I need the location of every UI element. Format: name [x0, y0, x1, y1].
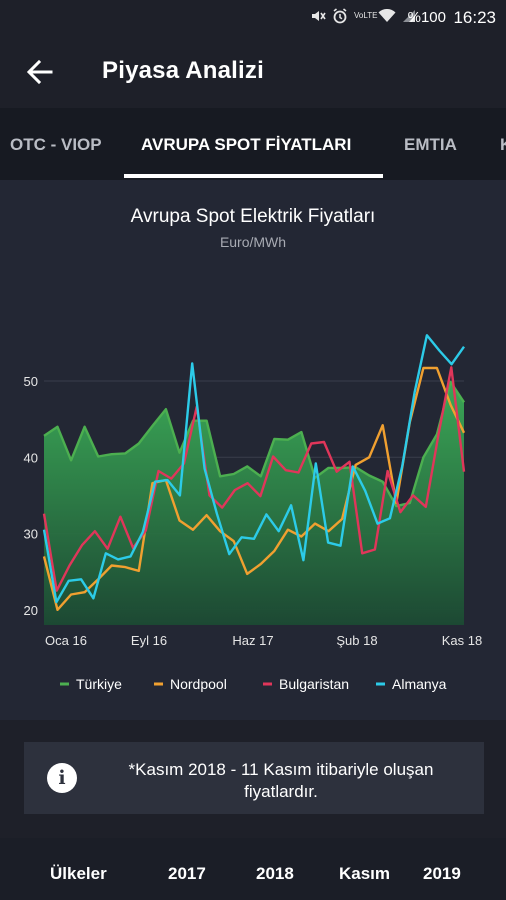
y-tick-label: 30 — [24, 527, 38, 542]
info-icon: i — [47, 763, 77, 793]
chart-title: Avrupa Spot Elektrik Fiyatları — [131, 206, 376, 227]
tab-emtia[interactable]: EMTIA — [404, 135, 457, 154]
series-area-0 — [44, 381, 464, 625]
x-tick-label: Kas 18 — [442, 633, 482, 648]
y-tick-label: 20 — [24, 603, 38, 618]
legend-label: Türkiye — [76, 676, 122, 692]
legend-label: Bulgaristan — [279, 676, 349, 692]
chart-panel: Avrupa Spot Elektrik Fiyatları Euro/MWh … — [0, 180, 506, 720]
app-bar: Piyasa Analizi — [0, 36, 506, 108]
series-line-2 — [42, 366, 466, 592]
tab-partial[interactable]: K — [500, 135, 506, 155]
tab-otc-viop[interactable]: OTC - VIOP — [10, 135, 102, 154]
active-tab-indicator — [124, 174, 383, 178]
tab-bar: OTC - VIOP AVRUPA SPOT FİYATLARI EMTIA K — [0, 108, 506, 180]
battery-percentage: %100 — [407, 9, 446, 26]
x-tick-label: Şub 18 — [336, 633, 377, 648]
alarm-icon — [333, 8, 347, 24]
x-tick-label: Haz 17 — [232, 633, 273, 648]
arrow-left-icon — [27, 60, 53, 84]
clock: 16:23 — [453, 8, 496, 27]
back-button[interactable] — [22, 54, 58, 90]
y-tick-label: 40 — [24, 450, 38, 465]
y-tick-label: 50 — [24, 374, 38, 389]
x-tick-label: Oca 16 — [45, 633, 87, 648]
column-header-2017: 2017 — [168, 864, 206, 883]
column-header-kasim: Kasım — [339, 864, 391, 883]
legend-label: Nordpool — [170, 676, 227, 692]
column-header-2019: 2019 — [423, 864, 461, 883]
spot-price-chart: Avrupa Spot Elektrik Fiyatları Euro/MWh … — [24, 206, 483, 692]
chart-subtitle: Euro/MWh — [220, 234, 286, 250]
x-tick-label: Eyl 16 — [131, 633, 167, 648]
column-header-2018: 2018 — [256, 864, 294, 883]
series-line-3 — [42, 334, 465, 604]
legend-label: Almanya — [392, 676, 447, 692]
wifi-icon — [378, 9, 396, 22]
table-header: Ülkeler 2017 2018 Kasım 2019 — [0, 838, 506, 900]
status-icons: VoLTE — [310, 8, 416, 24]
page-title: Piyasa Analizi — [102, 57, 264, 84]
volte-icon: VoLTE — [354, 11, 378, 20]
status-bar: VoLTE %100 16:23 — [0, 0, 506, 36]
info-note-text: *Kasım 2018 - 11 Kasım itibariyle oluşan… — [128, 760, 434, 801]
tab-avrupa-spot-fiyatlari[interactable]: AVRUPA SPOT FİYATLARI — [141, 135, 352, 154]
info-note-card: i *Kasım 2018 - 11 Kasım itibariyle oluş… — [24, 742, 484, 814]
column-header-countries: Ülkeler — [50, 864, 107, 883]
mute-icon — [312, 11, 326, 21]
signal-icon — [403, 10, 415, 22]
